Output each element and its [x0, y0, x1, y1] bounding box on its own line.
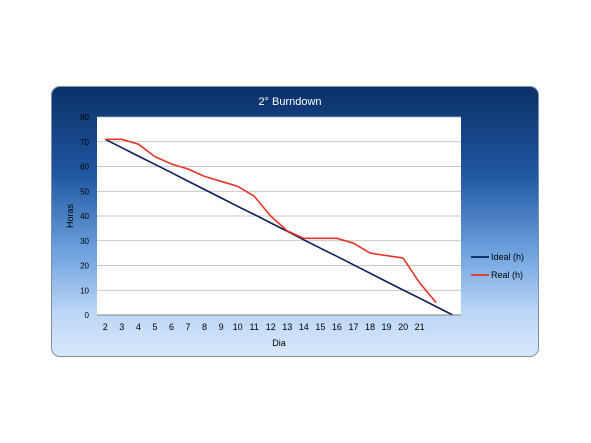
x-tick-label: 3 — [119, 322, 124, 332]
x-tick-label: 14 — [299, 322, 309, 332]
x-tick-label: 19 — [382, 322, 392, 332]
legend: Ideal (h) Real (h) — [471, 252, 524, 280]
x-axis-label: Dia — [272, 338, 286, 348]
x-tick-label: 20 — [398, 322, 408, 332]
x-tick-label: 11 — [250, 322, 259, 332]
x-tick-label: 5 — [152, 322, 157, 332]
x-tick-label: 8 — [202, 322, 207, 332]
series-lines — [104, 138, 454, 316]
chart-frame: 2° Burndown 0 10 20 30 40 50 60 70 80 2 3 4 5 6 7 8 9 10… — [51, 86, 539, 357]
y-tick-labels: 0 10 20 30 40 50 60 70 80 — [80, 113, 89, 320]
y-tick-label: 40 — [80, 212, 89, 221]
x-tick-label: 4 — [136, 322, 141, 332]
x-tick-label: 15 — [315, 322, 325, 332]
x-tick-label: 16 — [332, 322, 342, 332]
x-tick-label: 17 — [348, 322, 358, 332]
x-tick-labels: 2 3 4 5 6 7 8 9 10 11 12 13 14 15 16 17 18 19 20 21 — [103, 322, 425, 332]
y-tick-label: 20 — [80, 262, 89, 271]
series-line-1 — [105, 138, 437, 304]
y-tick-label: 50 — [80, 187, 89, 196]
chart-title: 2° Burndown — [258, 96, 321, 108]
legend-label: Ideal (h) — [491, 252, 524, 262]
y-tick-label: 10 — [80, 286, 89, 295]
series-line-0 — [104, 138, 454, 316]
x-tick-label: 12 — [266, 322, 276, 332]
legend-label: Real (h) — [491, 270, 523, 280]
y-tick-label: 30 — [80, 237, 89, 246]
y-tick-label: 60 — [80, 163, 89, 172]
y-axis-label: Horas — [65, 204, 75, 229]
x-tick-label: 7 — [185, 322, 190, 332]
x-tick-label: 10 — [233, 322, 243, 332]
y-tick-label: 70 — [80, 138, 89, 147]
x-tick-label: 13 — [282, 322, 292, 332]
x-tick-label: 2 — [103, 322, 108, 332]
x-tick-label: 18 — [365, 322, 375, 332]
burndown-chart: 2° Burndown 0 10 20 30 40 50 60 70 80 2 3 4 5 6 7 8 9 10… — [65, 96, 524, 348]
x-tick-label: 9 — [219, 322, 224, 332]
gridlines — [97, 116, 461, 291]
y-tick-label: 80 — [80, 113, 89, 122]
y-tick-label: 0 — [85, 311, 90, 320]
x-tick-label: 21 — [415, 322, 425, 332]
x-tick-label: 6 — [169, 322, 174, 332]
